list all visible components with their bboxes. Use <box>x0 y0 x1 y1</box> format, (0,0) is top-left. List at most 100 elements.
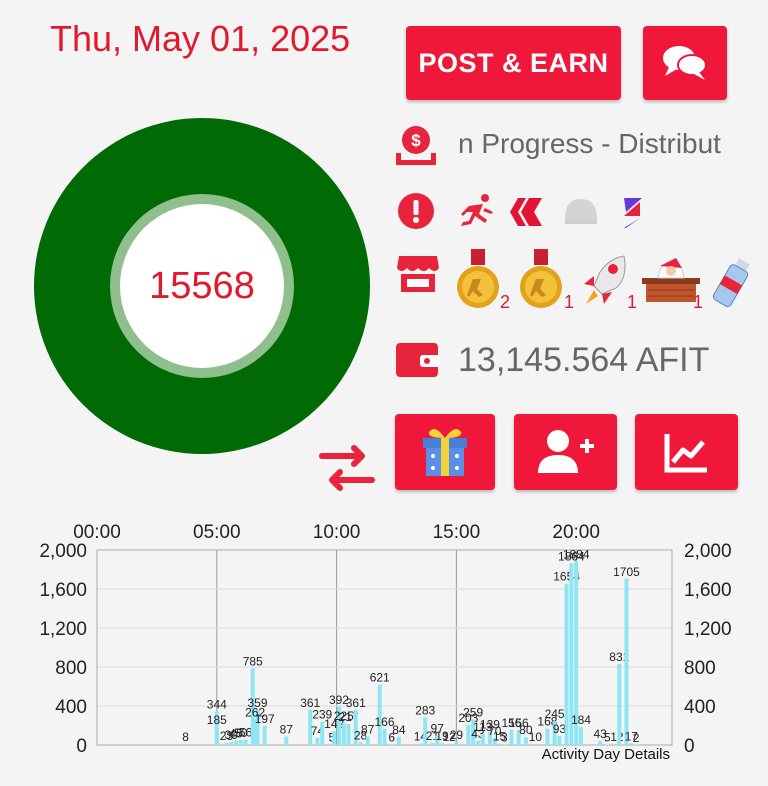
activity-bar <box>435 735 440 745</box>
line-chart-icon <box>664 434 707 473</box>
wallet-balance: 13,145.564 AFIT <box>458 341 710 379</box>
activity-bar <box>365 736 370 745</box>
y-tick-label-left: 400 <box>55 697 87 718</box>
activity-bar <box>634 744 639 746</box>
bar-value-label: 245 <box>545 707 565 721</box>
activity-bar <box>329 744 334 746</box>
bar-value-label: 225 <box>334 709 354 723</box>
store-item-medal-1[interactable] <box>455 249 501 316</box>
activity-bar <box>389 744 394 745</box>
bar-value-label: 12 <box>610 730 624 744</box>
store-icon[interactable] <box>395 252 441 296</box>
stats-button[interactable] <box>635 414 738 490</box>
y-tick-label-right: 1,600 <box>684 580 732 601</box>
activity-bar <box>346 723 351 745</box>
hive-icon[interactable] <box>506 192 546 237</box>
add-friend-button[interactable] <box>514 414 617 490</box>
activity-bar <box>466 725 471 745</box>
activity-bar <box>487 731 492 745</box>
water-bottle-icon <box>712 258 750 307</box>
store-item-medal-2[interactable] <box>518 249 564 316</box>
activity-bar <box>564 583 569 745</box>
y-tick-label-left: 2,000 <box>39 541 87 562</box>
activity-bar <box>475 740 480 745</box>
bar-value-label: 50 <box>234 726 248 740</box>
svg-text:$: $ <box>411 131 421 150</box>
bar-value-label: 97 <box>431 722 445 736</box>
activity-bar <box>617 663 622 745</box>
activity-bar <box>533 744 538 745</box>
bar-value-label: 139 <box>480 717 500 731</box>
activity-bar <box>262 725 267 745</box>
bar-value-label: 283 <box>415 703 435 717</box>
payout-row: $ <box>393 123 439 174</box>
santa-chimney-icon <box>642 258 700 302</box>
activity-bar <box>253 719 258 745</box>
post-and-earn-button[interactable]: POST & EARN <box>406 26 621 100</box>
bar-value-label: 5 <box>604 731 611 745</box>
activity-chart-svg: 0 0 400 400 800 800 1,200 1,200 1,600 1,600 2,000 2… <box>39 522 732 763</box>
activity-bar <box>480 733 485 745</box>
store-item-bottle[interactable] <box>712 256 752 315</box>
gold-medal-icon <box>520 249 562 308</box>
bar-value-label: 29 <box>450 728 464 742</box>
wallet-icon[interactable] <box>394 339 440 379</box>
activity-bar <box>243 739 248 745</box>
store-item-count: 1 <box>564 292 575 312</box>
alert-circle-icon[interactable] <box>394 189 438 233</box>
activity-bar <box>396 736 401 745</box>
gift-button[interactable] <box>395 414 495 490</box>
activity-bar <box>336 706 341 745</box>
bar-value-label: 2 <box>633 731 640 745</box>
helmet-icon[interactable] <box>561 193 601 236</box>
activity-bar <box>454 742 459 745</box>
store-row <box>395 252 441 301</box>
activity-bar <box>382 728 387 745</box>
activity-bar <box>183 744 188 745</box>
current-date: Thu, May 01, 2025 <box>50 18 351 59</box>
activity-bar <box>605 744 610 746</box>
bar-value-label: 5 <box>328 731 335 745</box>
stripes-icon[interactable] <box>616 194 650 237</box>
bar-value-label: 12 <box>443 730 457 744</box>
bar-value-label: 361 <box>300 696 320 710</box>
activity-bar <box>250 668 255 745</box>
rocket-icon <box>584 255 626 304</box>
bar-value-label: 1864 <box>558 549 585 563</box>
bar-value-label: 259 <box>463 706 483 720</box>
activity-bar <box>523 737 528 745</box>
store-item-rocket[interactable] <box>580 252 630 315</box>
bar-value-label: 70 <box>488 724 502 738</box>
swap-arrows-icon <box>319 445 375 491</box>
runner-icon[interactable] <box>455 192 499 237</box>
activity-bar <box>377 684 382 745</box>
activity-bar <box>598 740 603 745</box>
activity-bar <box>353 709 358 745</box>
y-tick-label-right: 800 <box>684 658 716 679</box>
chat-button[interactable] <box>643 26 727 100</box>
activity-bar <box>229 742 234 745</box>
gold-medal-icon <box>457 249 499 308</box>
activity-bar <box>629 743 634 745</box>
activity-bar <box>502 744 507 746</box>
bar-value-label: 84 <box>392 723 406 737</box>
bar-value-label: 785 <box>243 654 263 668</box>
wallet-row <box>394 339 440 384</box>
bar-value-label: 262 <box>245 705 265 719</box>
bar-value-label: 19 <box>435 729 449 743</box>
activity-bar <box>557 735 562 745</box>
dollar-payout-icon: $ <box>396 126 436 165</box>
alert-row <box>394 189 438 238</box>
activity-bar <box>255 709 260 745</box>
x-tick-label: 15:00 <box>433 522 481 543</box>
y-tick-label-left: 800 <box>55 658 87 679</box>
swap-button[interactable] <box>318 440 376 503</box>
bar-value-label: 87 <box>361 723 375 737</box>
store-item-santa[interactable] <box>638 256 704 311</box>
activity-bar <box>320 721 325 745</box>
bar-value-label: 87 <box>280 723 294 737</box>
bar-value-label: 45 <box>229 727 243 741</box>
bar-value-label: 113 <box>473 720 492 734</box>
activity-bar <box>284 736 289 745</box>
bar-value-label: 359 <box>248 696 268 710</box>
